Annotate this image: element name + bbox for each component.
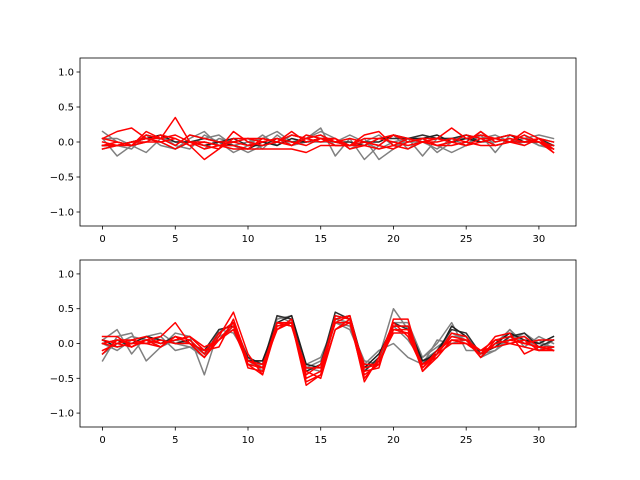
x-tick-label: 0 (99, 234, 105, 245)
y-tick-label: 0.0 (58, 138, 74, 149)
series-group (101, 116, 555, 161)
x-tick-label: 10 (242, 234, 255, 245)
series-line-11 (101, 321, 555, 369)
series-line-8 (101, 116, 555, 154)
subplot-1: 0 5 10 15 20 25 30 −1.0 −0.5 0.0 0.5 1.0 (50, 57, 577, 245)
x-tick-label: 30 (533, 435, 546, 446)
y-tick-label: −0.5 (50, 173, 74, 184)
series-line-12 (101, 318, 555, 380)
subplot-2: 0 5 10 15 20 25 30 −1.0 −0.5 0.0 0.5 1.0 (50, 259, 577, 446)
y-tick-label: −0.5 (50, 374, 74, 385)
x-tick-label: 25 (460, 435, 473, 446)
x-tick-label: 25 (460, 234, 473, 245)
series-line-11 (101, 134, 555, 147)
y-tick-label: 1.0 (58, 269, 74, 280)
x-tick-label: 5 (172, 435, 178, 446)
x-tick-label: 0 (99, 435, 105, 446)
x-tick-label: 15 (314, 435, 327, 446)
x-tick-label: 20 (387, 435, 400, 446)
x-tick-label: 20 (387, 234, 400, 245)
x-tick-label: 5 (172, 234, 178, 245)
y-tick-label: 0.5 (58, 103, 74, 114)
series-line-10 (101, 130, 555, 151)
y-tick-label: 1.0 (58, 68, 74, 79)
x-tick-label: 10 (242, 435, 255, 446)
y-tick-label: 0.0 (58, 339, 74, 350)
series-group (101, 307, 555, 386)
y-tick-label: −1.0 (50, 409, 74, 420)
x-tick-label: 15 (314, 234, 327, 245)
series-line-2 (101, 130, 555, 157)
y-tick-label: −1.0 (50, 208, 74, 219)
y-tick-label: 0.5 (58, 304, 74, 315)
series-line-12 (101, 141, 555, 154)
x-tick-label: 30 (533, 234, 546, 245)
